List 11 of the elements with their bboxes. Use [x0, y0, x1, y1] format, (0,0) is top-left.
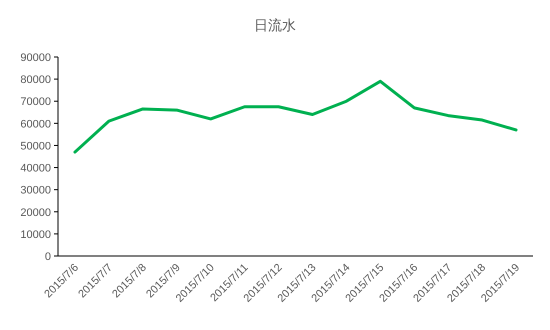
y-tick-label: 10000	[20, 228, 51, 241]
y-tick-label: 70000	[20, 96, 51, 108]
y-tick-label: 50000	[20, 140, 51, 152]
y-tick-label: 20000	[20, 206, 51, 219]
y-tick-label: 0	[44, 251, 51, 263]
y-tick-label: 90000	[20, 52, 51, 64]
y-tick-label: 40000	[20, 162, 51, 175]
title: 日流水	[254, 17, 296, 33]
y-tick-label: 30000	[20, 184, 51, 197]
y-tick-label: 60000	[20, 118, 51, 130]
y-tick-label: 80000	[20, 74, 51, 86]
